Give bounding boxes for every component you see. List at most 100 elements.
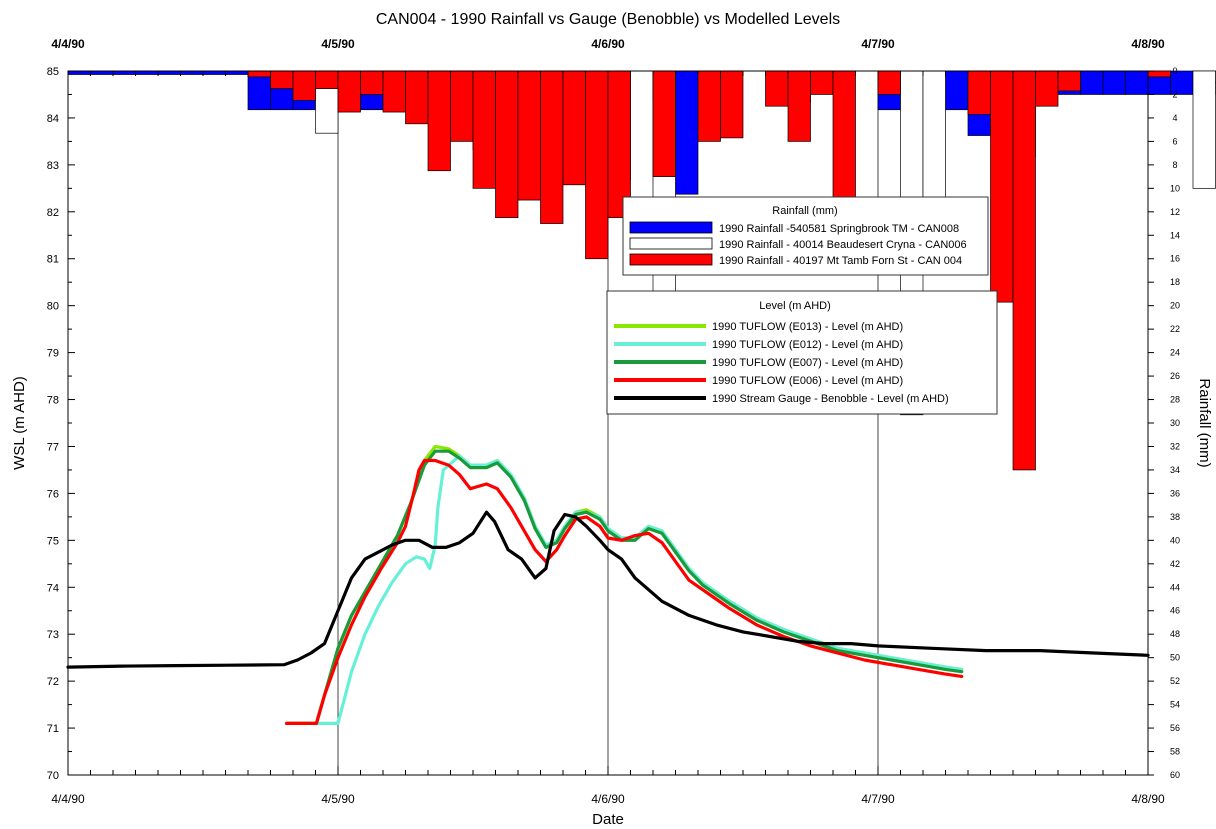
rain-bar-mt-tamb bbox=[967, 70, 991, 115]
y2-tick-label: 48 bbox=[1170, 629, 1180, 639]
chart-title: CAN004 - 1990 Rainfall vs Gauge (Benobbl… bbox=[376, 11, 840, 28]
y2-axis-label: Rainfall (mm) bbox=[1196, 378, 1213, 467]
rainfall-legend-label-beaudesert: 1990 Rainfall - 40014 Beaudesert Cryna -… bbox=[719, 239, 967, 251]
y2-tick-label: 38 bbox=[1170, 512, 1180, 522]
y-tick-label: 71 bbox=[47, 723, 59, 735]
y2-tick-label: 8 bbox=[1172, 160, 1177, 170]
rain-bar-mt-tamb bbox=[337, 70, 361, 113]
rain-bar-mt-tamb bbox=[652, 70, 676, 177]
x-tick-label-top: 4/6/90 bbox=[591, 37, 625, 51]
y-tick-label: 70 bbox=[47, 770, 59, 782]
rain-bar-springbrook bbox=[157, 70, 181, 75]
level-legend-label-e013: 1990 TUFLOW (E013) - Level (m AHD) bbox=[712, 321, 903, 333]
x-tick-label-top: 4/5/90 bbox=[321, 37, 355, 51]
rain-bar-springbrook bbox=[675, 70, 699, 195]
y2-tick-label: 4 bbox=[1172, 113, 1177, 123]
x-tick-label: 4/7/90 bbox=[861, 792, 895, 806]
rain-bar-mt-tamb bbox=[562, 70, 586, 186]
rain-bar-mt-tamb bbox=[990, 70, 1014, 303]
y2-tick-label: 6 bbox=[1172, 136, 1177, 146]
rain-bar-mt-tamb bbox=[832, 70, 856, 209]
y2-tick-label: 60 bbox=[1170, 770, 1180, 780]
y2-tick-label: 42 bbox=[1170, 559, 1180, 569]
y-tick-label: 74 bbox=[47, 582, 59, 594]
rain-bar-mt-tamb bbox=[517, 70, 541, 201]
rain-bar-mt-tamb bbox=[495, 70, 519, 219]
y2-tick-label: 34 bbox=[1170, 465, 1180, 475]
x-tick-label-top: 4/4/90 bbox=[51, 37, 85, 51]
level-legend: Level (m AHD) 1990 TUFLOW (E013) - Level… bbox=[606, 290, 998, 415]
rain-bar-mt-tamb bbox=[1012, 70, 1036, 471]
y-tick-label: 80 bbox=[47, 301, 59, 313]
rain-bar-mt-tamb bbox=[787, 70, 811, 142]
rain-bar-mt-tamb bbox=[877, 70, 901, 95]
x-axis-label: Date bbox=[592, 811, 624, 828]
rain-bar-mt-tamb bbox=[247, 70, 271, 78]
y2-tick-label: 58 bbox=[1170, 747, 1180, 757]
level-line-e006 bbox=[285, 458, 964, 726]
rain-bar-mt-tamb bbox=[472, 70, 496, 189]
y-tick-label: 76 bbox=[47, 488, 59, 500]
y-tick-label: 77 bbox=[47, 441, 59, 453]
rain-bar-springbrook bbox=[225, 70, 249, 75]
y-tick-label: 84 bbox=[47, 113, 59, 125]
rainfall-legend-swatch-springbrook bbox=[629, 221, 713, 234]
y-tick-label: 75 bbox=[47, 535, 59, 547]
x-tick-label: 4/4/90 bbox=[51, 792, 85, 806]
y-tick-label: 83 bbox=[47, 160, 59, 172]
y2-tick-label: 56 bbox=[1170, 723, 1180, 733]
y-tick-label: 82 bbox=[47, 207, 59, 219]
level-lines bbox=[66, 444, 1150, 726]
rain-bar-springbrook bbox=[180, 70, 204, 75]
rain-bar-mt-tamb bbox=[427, 70, 451, 172]
y2-tick-label: 32 bbox=[1170, 441, 1180, 451]
rain-bar-springbrook bbox=[1125, 70, 1149, 95]
y2-tick-label: 22 bbox=[1170, 324, 1180, 334]
y-tick-label: 73 bbox=[47, 629, 59, 641]
y2-tick-label: 36 bbox=[1170, 488, 1180, 498]
rain-bar-mt-tamb bbox=[540, 70, 564, 224]
y2-tick-label: 40 bbox=[1170, 535, 1180, 545]
rain-bar-springbrook bbox=[1102, 70, 1126, 95]
rainfall-legend-label-mt-tamb: 1990 Rainfall - 40197 Mt Tamb Forn St - … bbox=[719, 255, 962, 267]
rain-bar-springbrook bbox=[135, 70, 159, 75]
level-legend-label-e012: 1990 TUFLOW (E012) - Level (m AHD) bbox=[712, 339, 903, 351]
y2-tick-label: 0 bbox=[1172, 66, 1177, 76]
rain-bar-mt-tamb bbox=[585, 70, 609, 260]
y2-tick-label: 18 bbox=[1170, 277, 1180, 287]
rainfall-legend-swatch-beaudesert bbox=[629, 237, 713, 250]
y2-tick-label: 44 bbox=[1170, 582, 1180, 592]
y2-tick-label: 20 bbox=[1170, 301, 1180, 311]
x-tick-label-top: 4/7/90 bbox=[861, 37, 895, 51]
y2-tick-label: 52 bbox=[1170, 676, 1180, 686]
y2-tick-label: 10 bbox=[1170, 183, 1180, 193]
rain-bar-mt-tamb bbox=[450, 70, 474, 142]
rain-bar-mt-tamb bbox=[607, 70, 631, 219]
y2-tick-label: 28 bbox=[1170, 395, 1180, 405]
rain-bar-mt-tamb bbox=[810, 70, 834, 95]
rain-bar-mt-tamb bbox=[382, 70, 406, 113]
rain-bar-mt-tamb bbox=[765, 70, 789, 107]
x-tick-label: 4/6/90 bbox=[591, 792, 625, 806]
rain-bar-mt-tamb bbox=[405, 70, 429, 125]
level-legend-label-e007: 1990 TUFLOW (E007) - Level (m AHD) bbox=[712, 357, 903, 369]
y2-tick-label: 24 bbox=[1170, 348, 1180, 358]
rain-bar-mt-tamb bbox=[315, 70, 339, 89]
y-tick-label: 85 bbox=[47, 66, 59, 78]
y2-tick-label: 12 bbox=[1170, 207, 1180, 217]
level-legend-box bbox=[606, 290, 998, 415]
y-tick-label: 72 bbox=[47, 676, 59, 688]
level-line-e007 bbox=[285, 449, 964, 726]
rain-bar-mt-tamb bbox=[697, 70, 721, 142]
level-legend-label-e006: 1990 TUFLOW (E006) - Level (m AHD) bbox=[712, 375, 903, 387]
y2-tick-label: 30 bbox=[1170, 418, 1180, 428]
y2-tick-label: 46 bbox=[1170, 606, 1180, 616]
rain-bar-springbrook bbox=[112, 70, 136, 75]
y2-tick-label: 54 bbox=[1170, 700, 1180, 710]
level-legend-title: Level (m AHD) bbox=[759, 300, 831, 312]
rain-bar-springbrook bbox=[67, 70, 91, 75]
y-tick-label: 81 bbox=[47, 254, 59, 266]
rain-bar-springbrook bbox=[945, 70, 969, 111]
rain-bar-springbrook bbox=[1080, 70, 1104, 95]
rain-bar-springbrook bbox=[202, 70, 226, 75]
